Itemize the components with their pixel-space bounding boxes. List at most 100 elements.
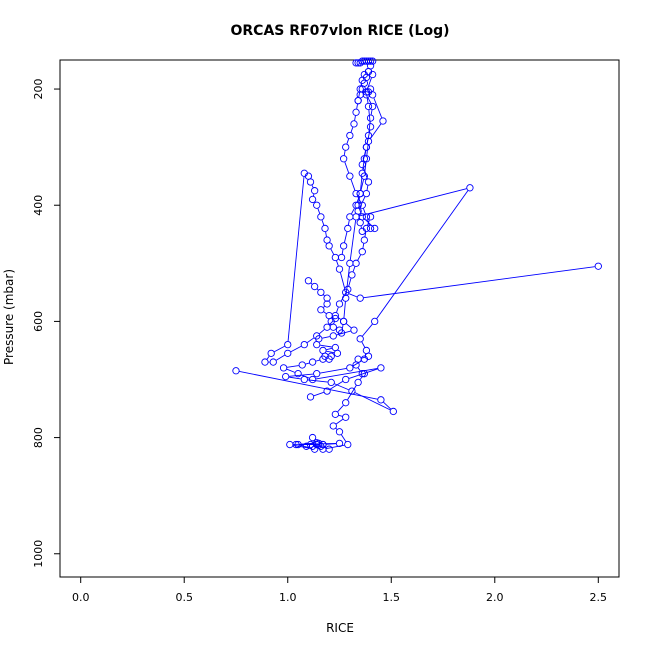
data-point bbox=[350, 326, 358, 334]
data-point bbox=[300, 169, 308, 177]
series-line-segment bbox=[345, 266, 350, 295]
series-line-segment bbox=[347, 220, 350, 226]
y-axis-label: Pressure (mbar) bbox=[2, 269, 16, 365]
data-point bbox=[317, 306, 325, 314]
series-line-segment bbox=[359, 188, 467, 217]
y-axis: 200 400 600 800 1000 bbox=[32, 79, 60, 568]
data-point bbox=[339, 317, 348, 326]
data-point bbox=[360, 172, 368, 180]
series-line-segment bbox=[364, 150, 367, 156]
series-line-segment bbox=[305, 362, 310, 365]
x-tick-label: 0.0 bbox=[72, 591, 90, 604]
data-point bbox=[356, 294, 364, 302]
series-line-segment bbox=[343, 301, 346, 318]
series-line-segment bbox=[293, 444, 312, 450]
series-line-segment bbox=[336, 260, 339, 266]
data-point bbox=[364, 57, 373, 65]
data-point bbox=[313, 370, 321, 378]
data-point bbox=[308, 358, 317, 366]
chart-title: ORCAS RF07vlon RICE (Log) bbox=[230, 23, 449, 39]
series-line-segment bbox=[323, 294, 325, 297]
data-point bbox=[339, 242, 348, 250]
series-line-segment bbox=[341, 249, 344, 255]
series-line-segment bbox=[289, 376, 301, 380]
data-point bbox=[362, 155, 371, 163]
series-line-segment bbox=[357, 254, 362, 261]
series-line-segment bbox=[363, 208, 366, 214]
data-point bbox=[377, 364, 385, 372]
series-line-segment bbox=[349, 220, 357, 260]
series-line-segment bbox=[366, 138, 369, 144]
series-line-segment bbox=[325, 231, 327, 237]
series-line-segment bbox=[320, 368, 347, 374]
series-line-segment bbox=[370, 123, 382, 139]
data-point bbox=[352, 201, 360, 209]
data-point bbox=[282, 372, 290, 381]
series-line-segment bbox=[316, 288, 319, 291]
series-line-segment bbox=[307, 379, 328, 383]
series-layer bbox=[232, 57, 602, 453]
data-point bbox=[346, 259, 354, 267]
data-point bbox=[325, 311, 333, 320]
series-line-segment bbox=[354, 115, 356, 121]
series-line-segment bbox=[276, 354, 285, 361]
data-point bbox=[323, 387, 331, 395]
series-line-segment bbox=[366, 95, 369, 104]
series-line-segment bbox=[383, 401, 392, 410]
x-axis-label: RICE bbox=[326, 621, 354, 635]
series-line-segment bbox=[350, 179, 356, 191]
data-point bbox=[346, 131, 354, 140]
data-point bbox=[308, 195, 317, 204]
series-line-segment bbox=[335, 418, 344, 425]
series-line-segment bbox=[287, 176, 305, 342]
series-line-segment bbox=[315, 359, 320, 362]
series-line-segment bbox=[363, 266, 595, 299]
data-point bbox=[304, 277, 313, 285]
data-point bbox=[342, 375, 350, 384]
y-tick-label: 1000 bbox=[32, 540, 45, 568]
data-point bbox=[331, 410, 340, 418]
x-tick-label: 1.0 bbox=[279, 591, 297, 604]
data-point bbox=[319, 346, 327, 355]
data-point bbox=[342, 143, 350, 151]
data-point bbox=[306, 393, 315, 401]
data-point bbox=[368, 57, 377, 65]
y-tick-label: 800 bbox=[32, 427, 45, 448]
data-point bbox=[358, 248, 366, 256]
series-line-segment bbox=[346, 323, 352, 329]
data-point bbox=[284, 340, 292, 349]
data-point bbox=[354, 201, 362, 209]
series-line-segment bbox=[290, 345, 302, 353]
series-line-segment bbox=[326, 443, 337, 445]
y-tick-label: 200 bbox=[32, 79, 45, 100]
series-line-segment bbox=[330, 248, 335, 255]
series-line-segment bbox=[358, 208, 362, 214]
series-line-segment bbox=[362, 243, 365, 249]
series-line-segment bbox=[341, 434, 347, 442]
data-point bbox=[352, 189, 360, 198]
series-line-segment bbox=[354, 392, 391, 411]
y-tick-label: 600 bbox=[32, 311, 45, 332]
series-line-segment bbox=[340, 292, 347, 302]
data-point bbox=[261, 358, 269, 366]
series-line-segment bbox=[368, 121, 371, 133]
data-point bbox=[313, 201, 321, 209]
series-line-segment bbox=[286, 365, 299, 368]
data-point bbox=[323, 323, 331, 331]
data-point bbox=[379, 117, 387, 125]
series-line-segment bbox=[329, 380, 343, 390]
data-point bbox=[323, 294, 331, 302]
series-line-segment bbox=[360, 176, 363, 191]
x-tick-label: 0.5 bbox=[175, 591, 193, 604]
data-point bbox=[358, 213, 366, 221]
series-line-segment bbox=[348, 278, 352, 287]
data-point bbox=[364, 131, 373, 140]
series-line-segment bbox=[376, 190, 469, 319]
series-line-segment bbox=[362, 162, 365, 170]
data-point bbox=[300, 375, 308, 384]
data-point bbox=[377, 396, 385, 404]
series-line-segment bbox=[289, 373, 314, 377]
data-point bbox=[327, 378, 335, 387]
y-tick-label: 400 bbox=[32, 195, 45, 216]
